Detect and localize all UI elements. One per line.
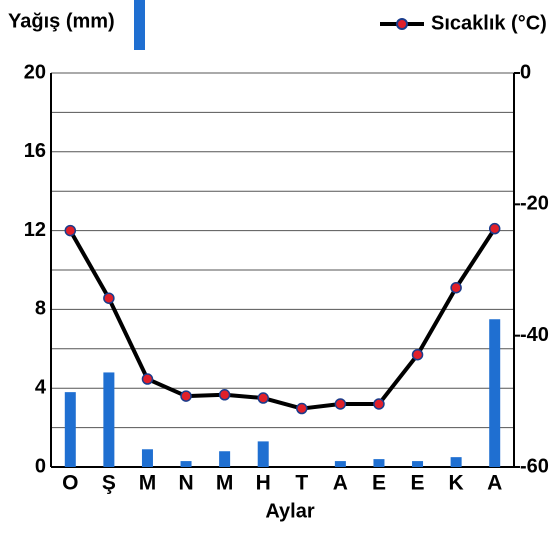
y-tick-label: 0 [35, 455, 46, 477]
y2-tick-label: -40 [520, 324, 549, 346]
bar [103, 372, 115, 467]
temperature-marker [488, 222, 501, 235]
x-tick-label: T [295, 472, 308, 495]
temperature-marker [218, 389, 231, 401]
bar [219, 451, 231, 467]
bar [373, 459, 385, 467]
x-axis-label: Aylar [265, 500, 315, 522]
x-tick-label: M [216, 472, 234, 495]
bar [257, 441, 269, 467]
legend-bar-label: Yağış (mm) [8, 10, 115, 32]
x-tick-label: A [333, 472, 348, 495]
x-tick-label: A [487, 472, 502, 495]
x-tick-label: N [178, 472, 193, 495]
bar [450, 457, 462, 467]
bar [334, 461, 346, 467]
x-tick-label: E [411, 472, 425, 495]
y2-tick-label: -20 [520, 193, 549, 215]
temperature-marker [450, 281, 462, 294]
y-tick-label: 4 [35, 376, 47, 398]
x-tick-label: Ş [102, 472, 116, 495]
temperature-marker [180, 390, 192, 402]
temperature-marker [64, 224, 77, 237]
bar [489, 319, 501, 467]
bar [64, 392, 76, 467]
temperature-marker [373, 398, 385, 410]
y-tick-label: 8 [35, 298, 46, 320]
y-tick-label: 12 [24, 219, 46, 241]
y-tick-label: 16 [24, 140, 46, 162]
temperature-marker [103, 292, 115, 304]
bar [141, 449, 153, 467]
y-tick-label: 20 [24, 61, 46, 83]
temperature-line [68, 227, 497, 411]
temperature-marker [296, 402, 308, 415]
x-tick-label: K [449, 472, 464, 495]
x-tick-label: O [62, 472, 78, 495]
legend-bar-icon [134, 0, 145, 50]
bar [180, 461, 192, 467]
bar [412, 461, 424, 467]
y2-tick-label: -60 [520, 455, 549, 477]
y2-tick-label: 0 [520, 61, 531, 83]
legend-line-label: Sıcaklık (°C) [431, 12, 547, 34]
legend-marker-icon [396, 18, 408, 30]
temperature-marker [334, 398, 347, 410]
temperature-marker [411, 348, 424, 361]
x-tick-label: E [372, 472, 386, 495]
x-tick-label: H [256, 472, 271, 495]
temperature-marker [257, 392, 269, 404]
x-tick-label: M [139, 472, 157, 495]
temperature-marker [141, 373, 154, 385]
